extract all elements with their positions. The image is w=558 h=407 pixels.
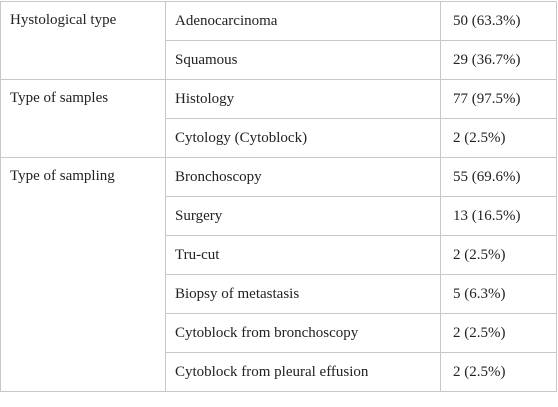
item-value: 50 (63.3%) [440,1,557,41]
item-value: 2 (2.5%) [440,235,557,275]
data-table: Hystological type Adenocarcinoma 50 (63.3%… [0,1,557,392]
item-label: Tru-cut [165,235,441,275]
table-row: Surgery 13 (16.5%) [1,196,557,236]
table-row: Biopsy of metastasis 5 (6.3%) [1,274,557,314]
table-row: Type of sampling Bronchoscopy 55 (69.6%) [0,157,557,392]
group-label: Type of samples [0,79,166,158]
table-row: Cytoblock from pleural effusion 2 (2.5%) [1,352,557,392]
item-label: Adenocarcinoma [165,1,441,41]
table-row: Squamous 29 (36.7%) [1,40,557,80]
table-row: Tru-cut 2 (2.5%) [1,235,557,275]
item-label: Surgery [165,196,441,236]
item-label: Cytology (Cytoblock) [165,118,441,158]
table-row: Cytoblock from bronchoscopy 2 (2.5%) [1,313,557,353]
item-value: 2 (2.5%) [440,313,557,353]
item-label: Squamous [165,40,441,80]
item-label: Cytoblock from pleural effusion [165,352,441,392]
table-row: Type of samples Histology 77 (97.5%) [0,79,557,158]
item-value: 77 (97.5%) [440,79,557,119]
item-value: 5 (6.3%) [440,274,557,314]
table-body: Hystological type Adenocarcinoma 50 (63.3%… [0,1,557,392]
item-label: Bronchoscopy [165,157,441,197]
item-value: 2 (2.5%) [440,118,557,158]
item-label: Histology [165,79,441,119]
item-value: 13 (16.5%) [440,196,557,236]
item-label: Biopsy of metastasis [165,274,441,314]
item-label: Cytoblock from bronchoscopy [165,313,441,353]
item-value: 29 (36.7%) [440,40,557,80]
item-value: 2 (2.5%) [440,352,557,392]
group-label: Hystological type [0,1,166,80]
item-value: 55 (69.6%) [440,157,557,197]
table-row: Hystological type Adenocarcinoma 50 (63.3%… [0,1,557,80]
group-label: Type of sampling [0,157,166,392]
table-row: Cytology (Cytoblock) 2 (2.5%) [1,118,557,158]
